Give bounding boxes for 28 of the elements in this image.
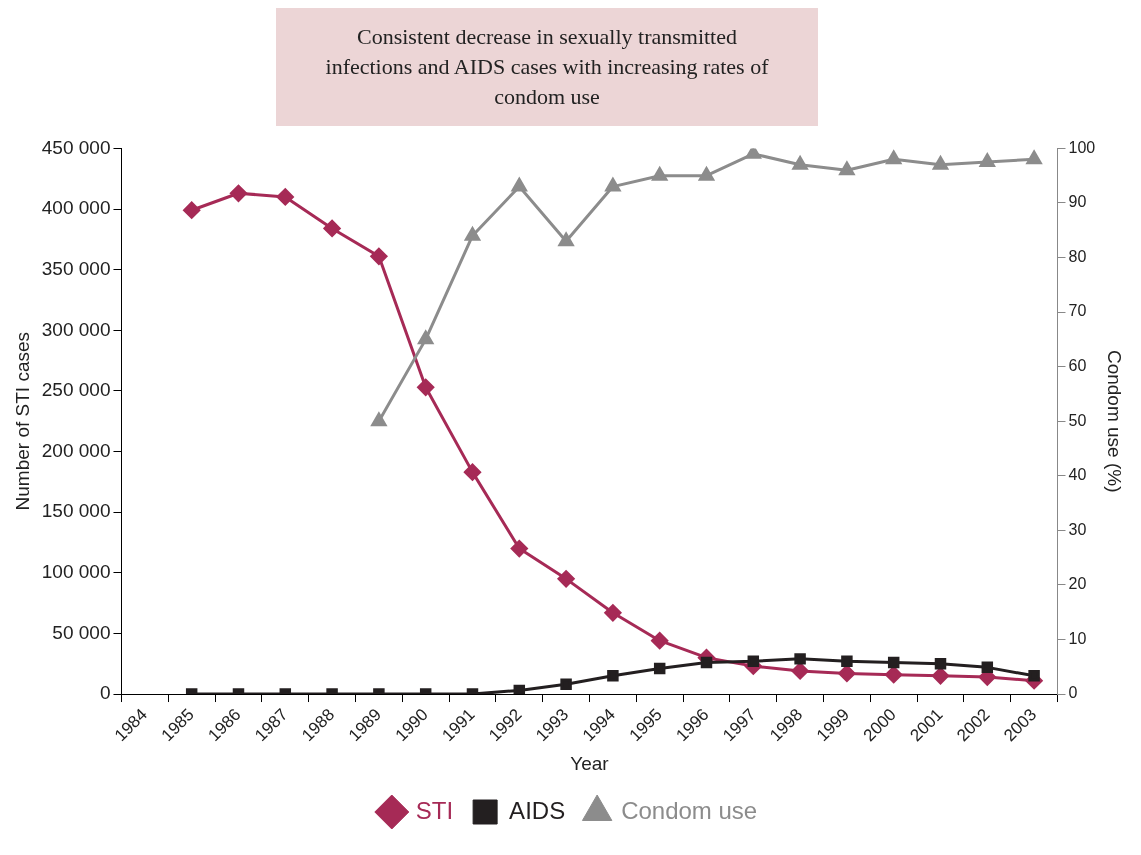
y2-tick-label: 60 (1068, 357, 1087, 375)
y-tick-label: 350 000 (41, 257, 111, 279)
y2-tick-label: 0 (1068, 684, 1078, 702)
y-tick-label: 400 000 (41, 197, 111, 219)
chart-title: Consistent decrease in sexually transmitted infections and AIDS cases with increasing rates of condom use (276, 8, 818, 126)
y-tick-label: 250 000 (41, 379, 111, 401)
y2-tick-label: 80 (1068, 247, 1087, 265)
y-tick-label: 150 000 (41, 500, 111, 522)
y2-axis-title: Condom use (%) (1104, 349, 1126, 493)
y2-tick-label: 30 (1068, 520, 1087, 538)
y2-tick-label: 90 (1068, 193, 1087, 211)
y2-tick-label: 70 (1068, 302, 1087, 320)
y-tick-label: 300 000 (41, 318, 111, 340)
y-tick-label: 0 (99, 682, 111, 704)
y2-tick-label: 40 (1068, 466, 1087, 484)
x-axis-title: Year (570, 752, 610, 774)
legend-label: AIDS (509, 796, 566, 824)
y-tick-label: 200 000 (41, 439, 111, 461)
legend-label: STI (415, 796, 454, 824)
y2-tick-label: 100 (1068, 138, 1096, 156)
y2-tick-label: 20 (1068, 575, 1087, 593)
y2-tick-label: 10 (1068, 629, 1087, 647)
legend-label: Condom use (621, 796, 758, 824)
y2-tick-label: 50 (1068, 411, 1087, 429)
y-tick-label: 50 000 (52, 621, 111, 643)
y-tick-label: 450 000 (41, 136, 111, 158)
y-tick-label: 100 000 (41, 561, 111, 583)
y-axis-title: Number of STI cases (11, 331, 33, 511)
